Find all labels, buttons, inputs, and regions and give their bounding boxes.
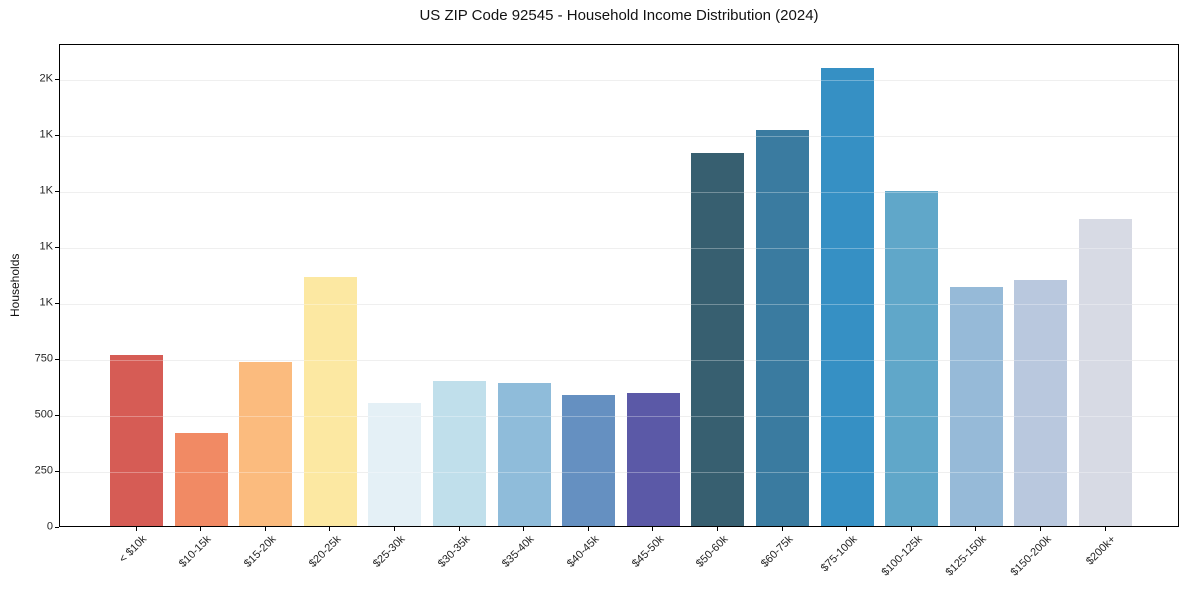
x-tick-mark: [1039, 527, 1041, 531]
x-tick-mark: [716, 527, 718, 531]
x-tick-label: $100-125k: [879, 533, 925, 579]
x-tick-label: $10-15k: [177, 533, 214, 570]
bar-9: [626, 392, 680, 526]
y-axis-title: Households: [8, 253, 22, 318]
bar-7: [497, 383, 551, 526]
gridline-overlay: [60, 471, 1178, 473]
y-tick-label: 2K: [39, 72, 53, 85]
x-tick-label: $20-25k: [306, 533, 344, 570]
y-tick-label: 250: [34, 464, 53, 477]
y-tick-label: 1K: [39, 240, 53, 253]
x-tick-label: $30-35k: [435, 533, 473, 570]
bar-10: [691, 153, 745, 526]
gridline: [60, 359, 1178, 361]
x-tick-label: $200k+: [1084, 533, 1119, 568]
x-tick-mark: [781, 527, 783, 531]
x-tick-mark: [1104, 527, 1106, 531]
x-tick-label: $45-50k: [629, 533, 667, 570]
gridline-overlay: [60, 303, 1178, 305]
gridline-overlay: [60, 247, 1178, 249]
bar-12: [820, 67, 874, 526]
plot-area: [59, 44, 1179, 527]
x-tick-label: $75-100k: [818, 533, 860, 575]
y-tick-mark: [55, 134, 59, 136]
bar-6: [433, 381, 486, 526]
gridline-overlay: [60, 135, 1178, 137]
x-tick-label: $35-40k: [500, 533, 537, 570]
y-tick-label: 750: [34, 352, 53, 365]
gridline: [60, 471, 1178, 473]
bar-3: [239, 362, 293, 526]
x-tick-mark: [329, 527, 331, 531]
y-tick-label: 500: [34, 408, 53, 421]
bar-2: [174, 433, 228, 526]
gridline: [60, 135, 1178, 137]
x-tick-mark: [975, 527, 977, 531]
y-tick-mark: [55, 470, 59, 472]
y-tick-mark: [55, 78, 59, 80]
y-tick-label: 1K: [39, 128, 53, 141]
x-tick-label: $15-20k: [241, 533, 279, 570]
bar-1: [110, 354, 163, 526]
x-tick-mark: [135, 527, 137, 531]
y-tick-mark: [55, 358, 59, 360]
bar-11: [756, 129, 809, 526]
bar-14: [949, 286, 1003, 526]
gridline-overlay: [60, 79, 1178, 81]
x-tick-mark: [393, 527, 395, 531]
x-tick-label: $40-45k: [564, 533, 602, 570]
gridline: [60, 415, 1178, 417]
x-tick-mark: [587, 527, 589, 531]
gridline-overlay: [60, 191, 1178, 193]
gridline: [60, 191, 1178, 193]
x-tick-mark: [458, 527, 460, 531]
gridline: [60, 79, 1178, 81]
y-tick-label: 1K: [39, 184, 53, 197]
y-tick-mark: [55, 527, 59, 528]
bar-13: [885, 190, 939, 526]
x-tick-mark: [846, 527, 848, 531]
gridline-overlay: [60, 359, 1178, 361]
y-tick-mark: [55, 302, 59, 304]
gridline: [60, 303, 1178, 305]
bar-8: [562, 394, 616, 526]
y-tick-mark: [55, 246, 59, 248]
bar-16: [1079, 218, 1132, 526]
x-tick-mark: [264, 527, 266, 531]
y-tick-label: 1K: [39, 296, 53, 309]
bar-15: [1014, 280, 1068, 526]
y-tick-mark: [55, 414, 59, 416]
gridline-overlay: [60, 415, 1178, 417]
x-tick-label: < $10k: [117, 533, 150, 566]
x-tick-label: $50-60k: [694, 533, 731, 570]
bar-5: [368, 403, 422, 526]
x-tick-mark: [200, 527, 202, 531]
gridline: [60, 247, 1178, 249]
x-tick-mark: [523, 527, 525, 531]
x-tick-label: $125-150k: [943, 533, 990, 579]
x-tick-label: $25-30k: [371, 533, 408, 570]
y-tick-label: 0: [46, 520, 53, 533]
x-tick-label: $60-75k: [758, 533, 796, 570]
chart-title: US ZIP Code 92545 - Household Income Dis…: [419, 7, 819, 24]
x-tick-mark: [652, 527, 654, 531]
bar-4: [303, 276, 357, 526]
x-tick-label: $150-200k: [1008, 533, 1054, 579]
y-tick-mark: [55, 190, 59, 192]
x-tick-mark: [910, 527, 912, 531]
